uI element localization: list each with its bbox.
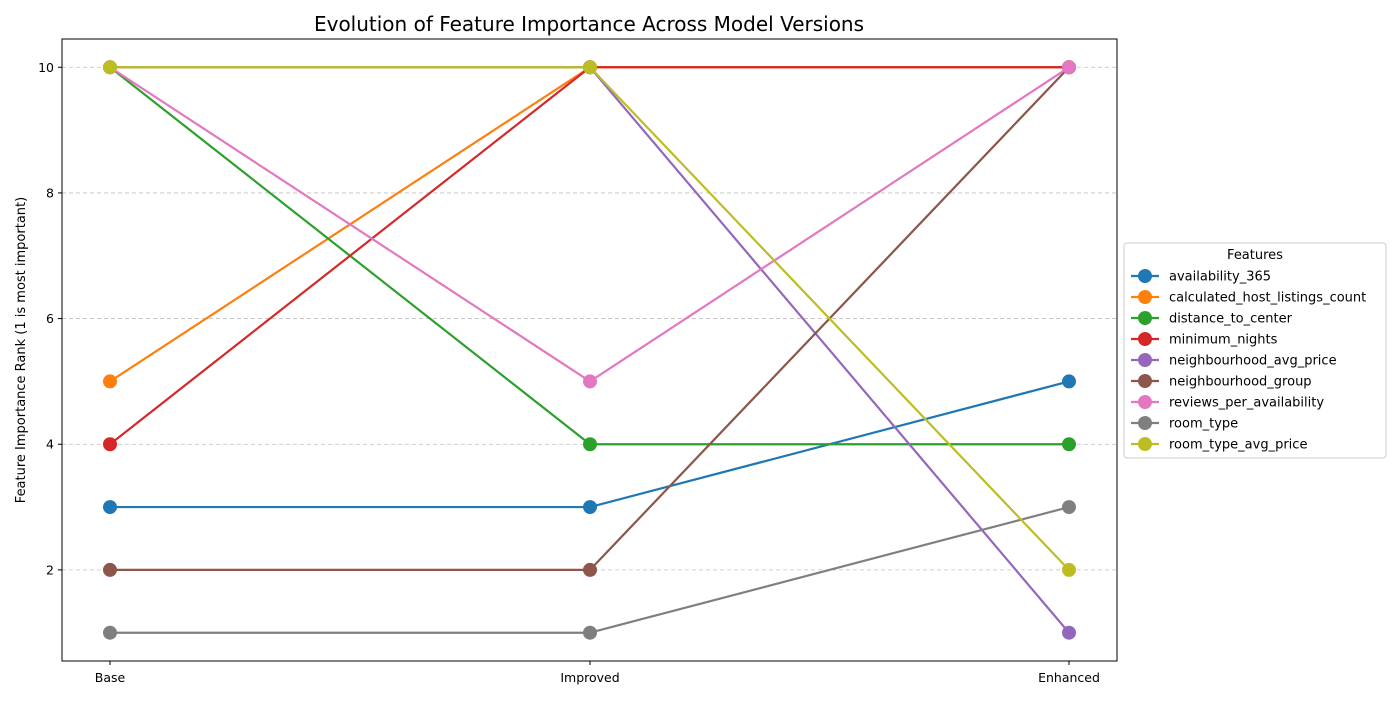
- y-tick-label: 10: [38, 60, 54, 75]
- x-tick-label: Enhanced: [1038, 670, 1100, 685]
- legend-item: distance_to_center: [1131, 311, 1293, 327]
- legend-item: room_type: [1131, 416, 1238, 432]
- data-point: [583, 374, 597, 389]
- legend-swatch-marker: [1138, 395, 1152, 409]
- legend-label: calculated_host_listings_count: [1169, 291, 1366, 306]
- data-point: [103, 374, 117, 389]
- series-line: [109, 66, 1070, 383]
- legend-swatch-marker: [1138, 353, 1152, 367]
- data-point: [103, 625, 117, 640]
- series-calculated_host_listings_count: [103, 60, 1076, 389]
- legend-item: neighbourhood_group: [1131, 374, 1312, 390]
- data-point: [103, 562, 117, 577]
- y-axis-label: Feature Importance Rank (1 is most impor…: [14, 197, 29, 503]
- legend-item: minimum_nights: [1131, 332, 1278, 348]
- series-room_type: [103, 500, 1076, 640]
- legend-swatch-marker: [1138, 374, 1152, 388]
- data-point: [1062, 562, 1076, 577]
- legend-item: availability_365: [1131, 269, 1271, 285]
- data-point: [103, 500, 117, 515]
- legend-label: reviews_per_availability: [1169, 396, 1324, 411]
- legend-item: reviews_per_availability: [1131, 395, 1324, 411]
- legend-swatch-marker: [1138, 416, 1152, 430]
- x-tick-label: Base: [95, 670, 126, 685]
- y-tick-label: 6: [46, 311, 54, 326]
- gridlines: [62, 66, 1117, 571]
- legend-swatch-marker: [1138, 269, 1152, 283]
- series-neighbourhood_avg_price: [103, 60, 1076, 640]
- series-reviews_per_availability: [103, 60, 1076, 389]
- series-line: [110, 66, 1070, 634]
- legend-label: room_type: [1169, 417, 1238, 432]
- series-lines: [103, 60, 1076, 640]
- legend-item: neighbourhood_avg_price: [1131, 353, 1337, 369]
- series-room_type_avg_price: [103, 60, 1076, 577]
- legend-swatch-marker: [1138, 437, 1152, 451]
- series-line: [109, 66, 1069, 383]
- y-tick-label: 2: [46, 562, 54, 577]
- data-point: [583, 60, 597, 75]
- data-point: [583, 562, 597, 577]
- legend-swatch-marker: [1138, 311, 1152, 325]
- legend-item: calculated_host_listings_count: [1131, 290, 1366, 306]
- series-availability_365: [103, 374, 1076, 515]
- data-point: [103, 60, 117, 75]
- legend-label: distance_to_center: [1169, 312, 1293, 327]
- y-tick-label: 8: [46, 185, 54, 200]
- series-minimum_nights: [103, 60, 1076, 452]
- legend-label: minimum_nights: [1169, 333, 1278, 348]
- legend-label: room_type_avg_price: [1169, 438, 1307, 453]
- data-point: [1062, 500, 1076, 515]
- data-point: [583, 625, 597, 640]
- series-distance_to_center: [103, 60, 1076, 452]
- legend-item: room_type_avg_price: [1131, 437, 1307, 453]
- legend-swatch-marker: [1138, 332, 1152, 346]
- legend: Features availability_365 calculated_host…: [1123, 242, 1387, 459]
- legend-label: availability_365: [1169, 270, 1271, 285]
- y-tick-label: 4: [46, 437, 54, 452]
- legend-frame: [1123, 242, 1387, 459]
- legend-label: neighbourhood_group: [1169, 375, 1312, 390]
- data-point: [1062, 437, 1076, 452]
- legend-label: neighbourhood_avg_price: [1169, 354, 1337, 369]
- x-tick-label: Improved: [560, 670, 619, 685]
- legend-swatch-marker: [1138, 290, 1152, 304]
- data-point: [103, 437, 117, 452]
- legend-title: Features: [1227, 248, 1283, 263]
- data-point: [1062, 625, 1076, 640]
- chart-title: Evolution of Feature Importance Across M…: [314, 12, 864, 36]
- data-point: [583, 437, 597, 452]
- axis-ticks: 2 4 6 8 10 Base Improved Enhanced: [38, 60, 1100, 685]
- data-point: [583, 500, 597, 515]
- data-point: [1062, 60, 1076, 75]
- data-point: [1062, 374, 1076, 389]
